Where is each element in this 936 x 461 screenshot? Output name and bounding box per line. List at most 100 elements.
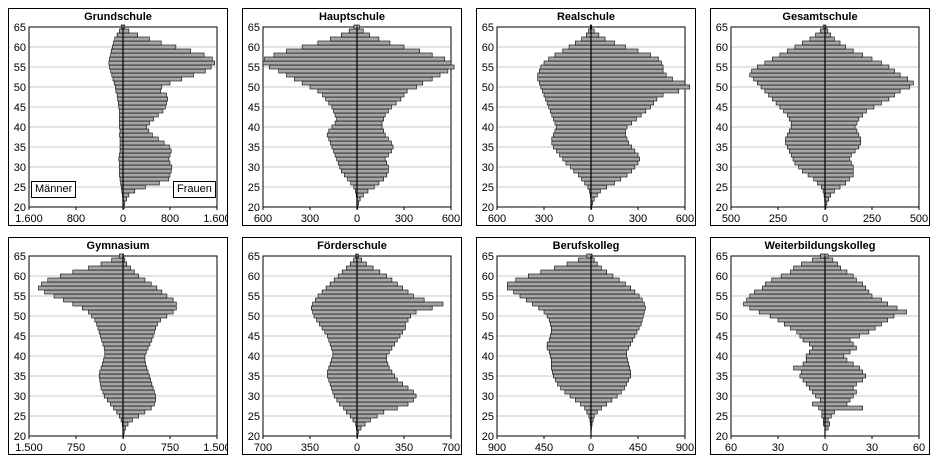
bar-female [590,112,642,118]
bar-female [824,261,838,267]
bar-female [590,313,644,319]
bar-female [122,144,170,150]
bar-female [122,28,130,34]
y-tick-label: 45 [482,331,494,343]
y-tick-label: 30 [482,391,494,403]
bar-male [798,164,826,170]
bar-male [787,144,826,150]
bar-female [122,329,155,335]
bar-female [356,401,409,407]
y-tick-label: 60 [248,271,260,283]
bar-female [824,136,862,142]
bar-male [586,253,592,259]
bar-female [122,76,183,82]
bar-female [122,325,156,331]
bar-female [824,180,846,186]
bar-male [99,369,124,375]
bar-male [565,160,592,166]
pyramid-plot: 20 25 30 35 40 45 50 55 60 65 600 300 0 300 600 [248,22,460,225]
bar-female [122,44,177,50]
bar-male [746,297,826,303]
x-tick-label: 1.500 [203,442,228,454]
bar-female [356,164,389,170]
bar-male [815,393,826,399]
bar-female [824,421,830,427]
bar-male [562,156,592,162]
bar-female [122,421,129,427]
bar-male [794,44,826,50]
bar-female [122,321,158,327]
bar-male [331,144,358,150]
x-tick-label: 1.600 [15,213,43,225]
bar-female [590,409,598,415]
bar-female [824,64,890,70]
bar-male [538,80,592,86]
bar-female [356,405,398,411]
bar-female [590,325,640,331]
bar-female [824,301,888,307]
bar-female [356,285,403,291]
bar-female [122,140,165,146]
y-tick-label: 65 [482,22,494,34]
bar-female [590,68,664,74]
bar-female [590,60,662,66]
y-tick-label: 35 [14,371,26,383]
bar-male [801,261,826,267]
bar-male [799,373,826,379]
bar-female [824,40,841,46]
bar-male [325,285,358,291]
bar-male [809,36,826,42]
bar-male [328,128,358,134]
bar-female [356,425,362,431]
x-tick-label: 450 [535,442,553,454]
bar-female [824,345,857,351]
bar-male [104,353,124,359]
bar-female [824,132,860,138]
bar-male [294,76,358,82]
x-tick-label: 0 [588,442,594,454]
chart-title: Berufskolleg [552,240,620,252]
bar-male [553,132,592,138]
bar-female [122,180,160,186]
bar-male [38,285,124,291]
bar-male [542,88,592,94]
pyramid-plot: 20 25 30 35 40 45 50 55 60 65 700 350 0 350 700 [248,251,460,454]
bar-male [560,385,592,391]
bar-female [590,405,602,411]
y-tick-label: 25 [482,182,494,194]
x-tick-label: 800 [67,213,85,225]
x-tick-label: 250 [769,213,787,225]
bar-female [356,156,386,162]
bar-female [122,72,194,78]
pyramid-plot: 20 25 30 35 40 45 50 55 60 65 500 250 0 250 500 [716,22,928,225]
bar-male [584,405,592,411]
bar-female [590,100,654,106]
bar-female [356,172,388,178]
bar-male [332,349,358,355]
bar-female [590,393,618,399]
bar-male [319,321,358,327]
bar-male [330,140,358,146]
bar-female [122,36,150,42]
bar-female [590,176,622,182]
bar-female [590,389,622,395]
bar-male [807,172,826,178]
bar-female [122,389,155,395]
bar-male [546,345,592,351]
y-tick-label: 25 [716,411,728,423]
pyramid-plot: 20 25 30 35 40 45 50 55 60 65 60 30 0 30 60 [716,251,925,454]
y-tick-label: 65 [248,22,260,34]
y-tick-label: 40 [14,122,26,134]
bar-female [824,321,882,327]
bar-female [590,36,606,42]
bar-female [824,192,831,198]
bar-male [333,108,358,114]
bar-female [122,289,163,295]
y-tick-label: 20 [14,202,26,214]
bar-female [590,321,642,327]
bar-female [356,301,444,307]
bar-female [122,132,153,138]
bar-male [764,88,826,94]
bar-female [122,281,152,287]
bar-male [802,168,826,174]
